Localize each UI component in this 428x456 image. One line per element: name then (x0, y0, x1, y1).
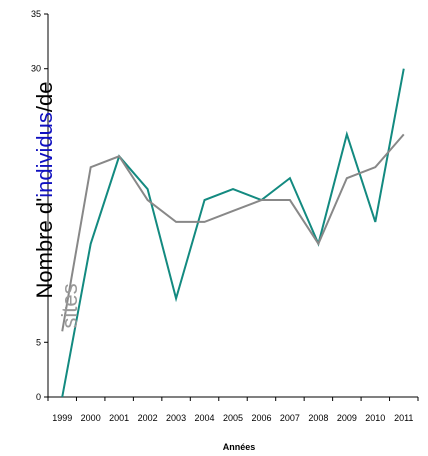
x-axis-label: Années (223, 442, 256, 452)
x-axis-ticks: 1999 2000 2001 2002 2003 2004 2005 2006 2007 2008… (47, 397, 419, 423)
y-tick-label: 35 (31, 9, 41, 19)
x-tick-label: 2001 (109, 413, 129, 423)
y-axis-label: Nombre d'individus/de (32, 82, 57, 299)
x-tick-label: 2009 (337, 413, 357, 423)
x-tick-label: 2000 (81, 413, 101, 423)
chart-series (61, 68, 405, 398)
x-tick-label: 2004 (195, 413, 215, 423)
y-axis-label-extra: sites (57, 283, 82, 328)
y-axis-label-part: individus (32, 112, 57, 198)
y-tick-label: 5 (36, 337, 41, 347)
y-axis-ticks: 0 5 30 35 (31, 9, 48, 402)
y-tick-label: 0 (36, 392, 41, 402)
x-tick-label: 2011 (394, 413, 413, 423)
series-line-1 (61, 68, 405, 398)
x-tick-label: 2006 (251, 413, 271, 423)
x-tick-label: 2003 (166, 413, 186, 423)
chart-axes (47, 14, 418, 398)
series-line-2 (61, 133, 405, 332)
x-tick-label: 2002 (138, 413, 158, 423)
y-axis-label-part: /de (32, 82, 57, 113)
x-tick-label: 2008 (308, 413, 328, 423)
x-tick-label: 2005 (223, 413, 243, 423)
x-tick-label: 1999 (52, 413, 72, 423)
y-tick-label: 30 (31, 64, 41, 74)
x-tick-label: 2010 (365, 413, 385, 423)
y-axis-label-part: Nombre d' (32, 198, 57, 299)
x-tick-label: 2007 (280, 413, 300, 423)
